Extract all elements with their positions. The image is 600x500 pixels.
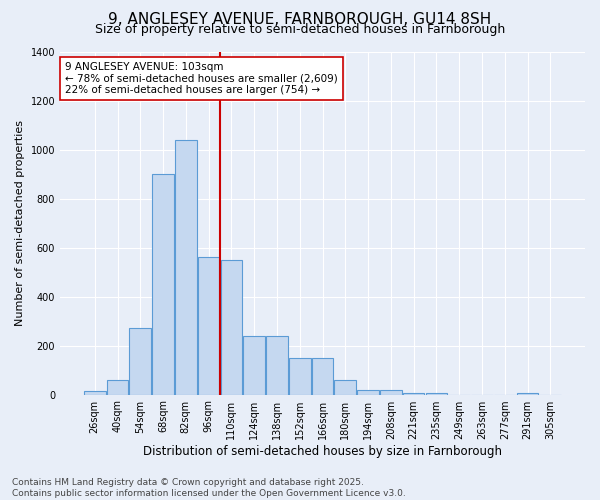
Bar [380, 390, 401, 394]
Text: 9, ANGLESEY AVENUE, FARNBOROUGH, GU14 8SH: 9, ANGLESEY AVENUE, FARNBOROUGH, GU14 8S… [109, 12, 491, 28]
Text: Contains HM Land Registry data © Crown copyright and database right 2025.
Contai: Contains HM Land Registry data © Crown c… [12, 478, 406, 498]
Bar [107, 380, 128, 394]
Bar [130, 328, 151, 394]
Y-axis label: Number of semi-detached properties: Number of semi-detached properties [15, 120, 25, 326]
Bar [334, 380, 356, 394]
Bar [312, 358, 334, 395]
Bar [266, 336, 288, 394]
Text: Size of property relative to semi-detached houses in Farnborough: Size of property relative to semi-detach… [95, 22, 505, 36]
Bar [221, 260, 242, 394]
Bar [198, 258, 220, 394]
Bar [152, 174, 174, 394]
Bar [289, 358, 311, 395]
Bar [84, 391, 106, 394]
Bar [244, 336, 265, 394]
Text: 9 ANGLESEY AVENUE: 103sqm
← 78% of semi-detached houses are smaller (2,609)
22% : 9 ANGLESEY AVENUE: 103sqm ← 78% of semi-… [65, 62, 338, 95]
Bar [357, 390, 379, 394]
Bar [175, 140, 197, 394]
X-axis label: Distribution of semi-detached houses by size in Farnborough: Distribution of semi-detached houses by … [143, 444, 502, 458]
